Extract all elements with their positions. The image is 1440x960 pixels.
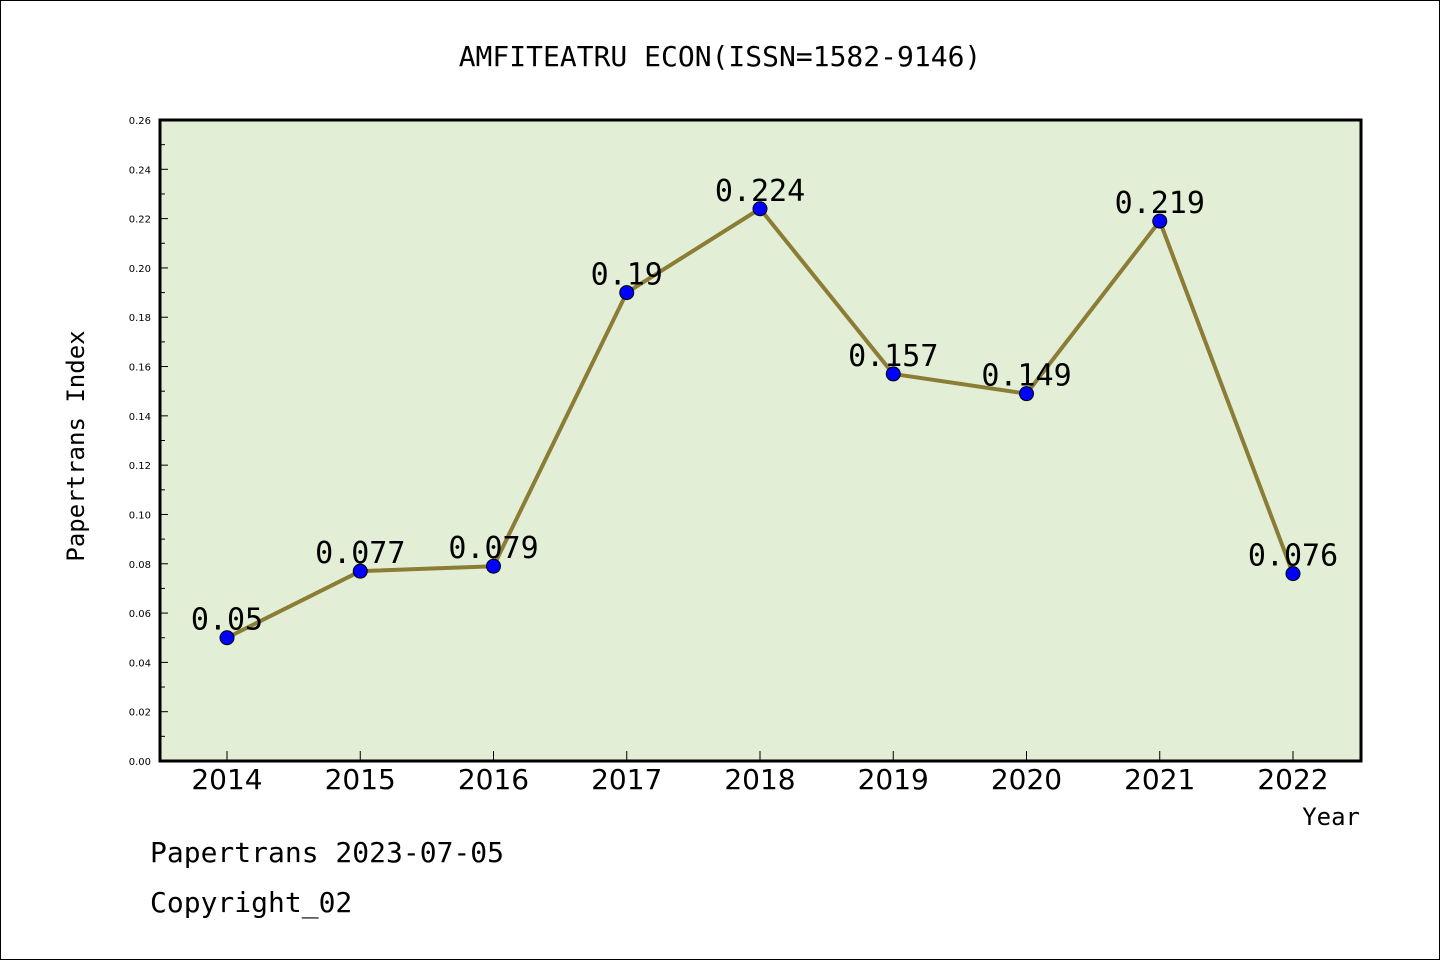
x-tick-label: 2014 — [191, 763, 262, 796]
data-point — [885, 366, 901, 382]
data-point — [1019, 386, 1034, 402]
data-point — [1285, 566, 1301, 582]
y-tick-label: 0.12 — [129, 461, 151, 472]
data-label: 0.219 — [1115, 186, 1205, 221]
data-point — [486, 558, 501, 574]
x-tick-label: 2016 — [458, 763, 529, 796]
data-label: 0.157 — [848, 339, 938, 374]
y-axis-label: Papertrans Index — [62, 330, 90, 561]
footer-copyright: Copyright_02 — [150, 886, 353, 919]
footer-date: Papertrans 2023-07-05 — [150, 836, 505, 869]
y-tick-label: 0.16 — [129, 363, 151, 374]
data-label: 0.149 — [981, 359, 1071, 394]
y-tick-label: 0.22 — [129, 215, 151, 226]
data-label: 0.224 — [715, 174, 805, 209]
y-tick-label: 0.00 — [129, 757, 151, 768]
data-label: 0.077 — [315, 536, 405, 571]
x-tick-label: 2019 — [858, 763, 929, 796]
series-line-group: 0.05 0.077 0.079 0.19 0.224 0.157 0.149 0.219 0.… — [191, 174, 1338, 646]
x-tick-label: 2018 — [724, 763, 795, 796]
y-tick-label: 0.06 — [129, 609, 151, 620]
data-point — [219, 630, 235, 646]
data-label: 0.076 — [1248, 539, 1338, 574]
y-tick-label: 0.08 — [129, 560, 151, 571]
x-axis: 2014 2015 2016 2017 2018 2019 2020 2021 2022 — [191, 751, 1329, 796]
y-tick-label: 0.14 — [129, 412, 151, 423]
chart-title: AMFITEATRU ECON(ISSN=1582-9146) — [459, 40, 982, 73]
data-label: 0.079 — [448, 531, 538, 566]
y-tick-label: 0.02 — [129, 708, 151, 719]
y-tick-label: 0.20 — [129, 264, 151, 275]
x-tick-label: 2021 — [1124, 763, 1195, 796]
x-axis-label: Year — [1302, 803, 1360, 831]
y-tick-label: 0.10 — [129, 510, 151, 521]
y-tick-label: 0.18 — [129, 313, 151, 324]
y-axis: 0.00 0.02 0.04 0.06 0.08 0.10 0.12 0.14 0.16 0.18… — [129, 116, 168, 768]
data-point — [1152, 213, 1168, 229]
data-label: 0.19 — [591, 258, 663, 293]
y-tick-label: 0.04 — [129, 658, 151, 669]
x-tick-label: 2020 — [991, 763, 1062, 796]
y-tick-label: 0.24 — [129, 165, 151, 176]
data-label: 0.05 — [191, 603, 263, 638]
x-tick-label: 2017 — [591, 763, 662, 796]
data-point — [619, 285, 635, 301]
data-point — [352, 563, 368, 579]
x-tick-label: 2022 — [1257, 763, 1328, 796]
y-tick-label: 0.26 — [129, 116, 151, 127]
x-tick-label: 2015 — [325, 763, 396, 796]
data-point — [752, 201, 768, 217]
